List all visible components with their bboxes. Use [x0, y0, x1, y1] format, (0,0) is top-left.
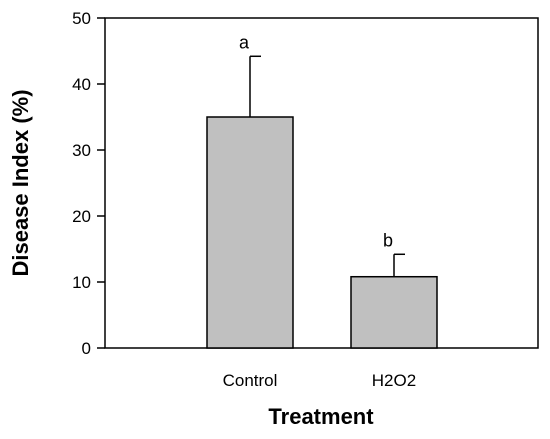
bars: ab: [206, 32, 438, 349]
y-tick-label: 20: [72, 207, 91, 226]
y-axis: 0 10 20 30 40 50: [72, 9, 105, 358]
x-axis-title: Treatment: [268, 404, 374, 429]
y-axis-title: Disease Index (%): [8, 89, 33, 276]
bar-control: [206, 116, 294, 349]
y-tick-label: 40: [72, 75, 91, 94]
bar-h2o2: [350, 275, 438, 349]
x-tick-label: H2O2: [372, 371, 416, 390]
plot-frame: [104, 17, 539, 349]
x-axis: Control H2O2: [223, 371, 417, 390]
y-tick-label: 0: [82, 339, 91, 358]
y-tick-label: 50: [72, 9, 91, 28]
y-tick-label: 10: [72, 273, 91, 292]
significance-label: b: [383, 230, 393, 250]
x-tick-label: Control: [223, 371, 278, 390]
y-tick-label: 30: [72, 141, 91, 160]
significance-label: a: [239, 32, 250, 52]
